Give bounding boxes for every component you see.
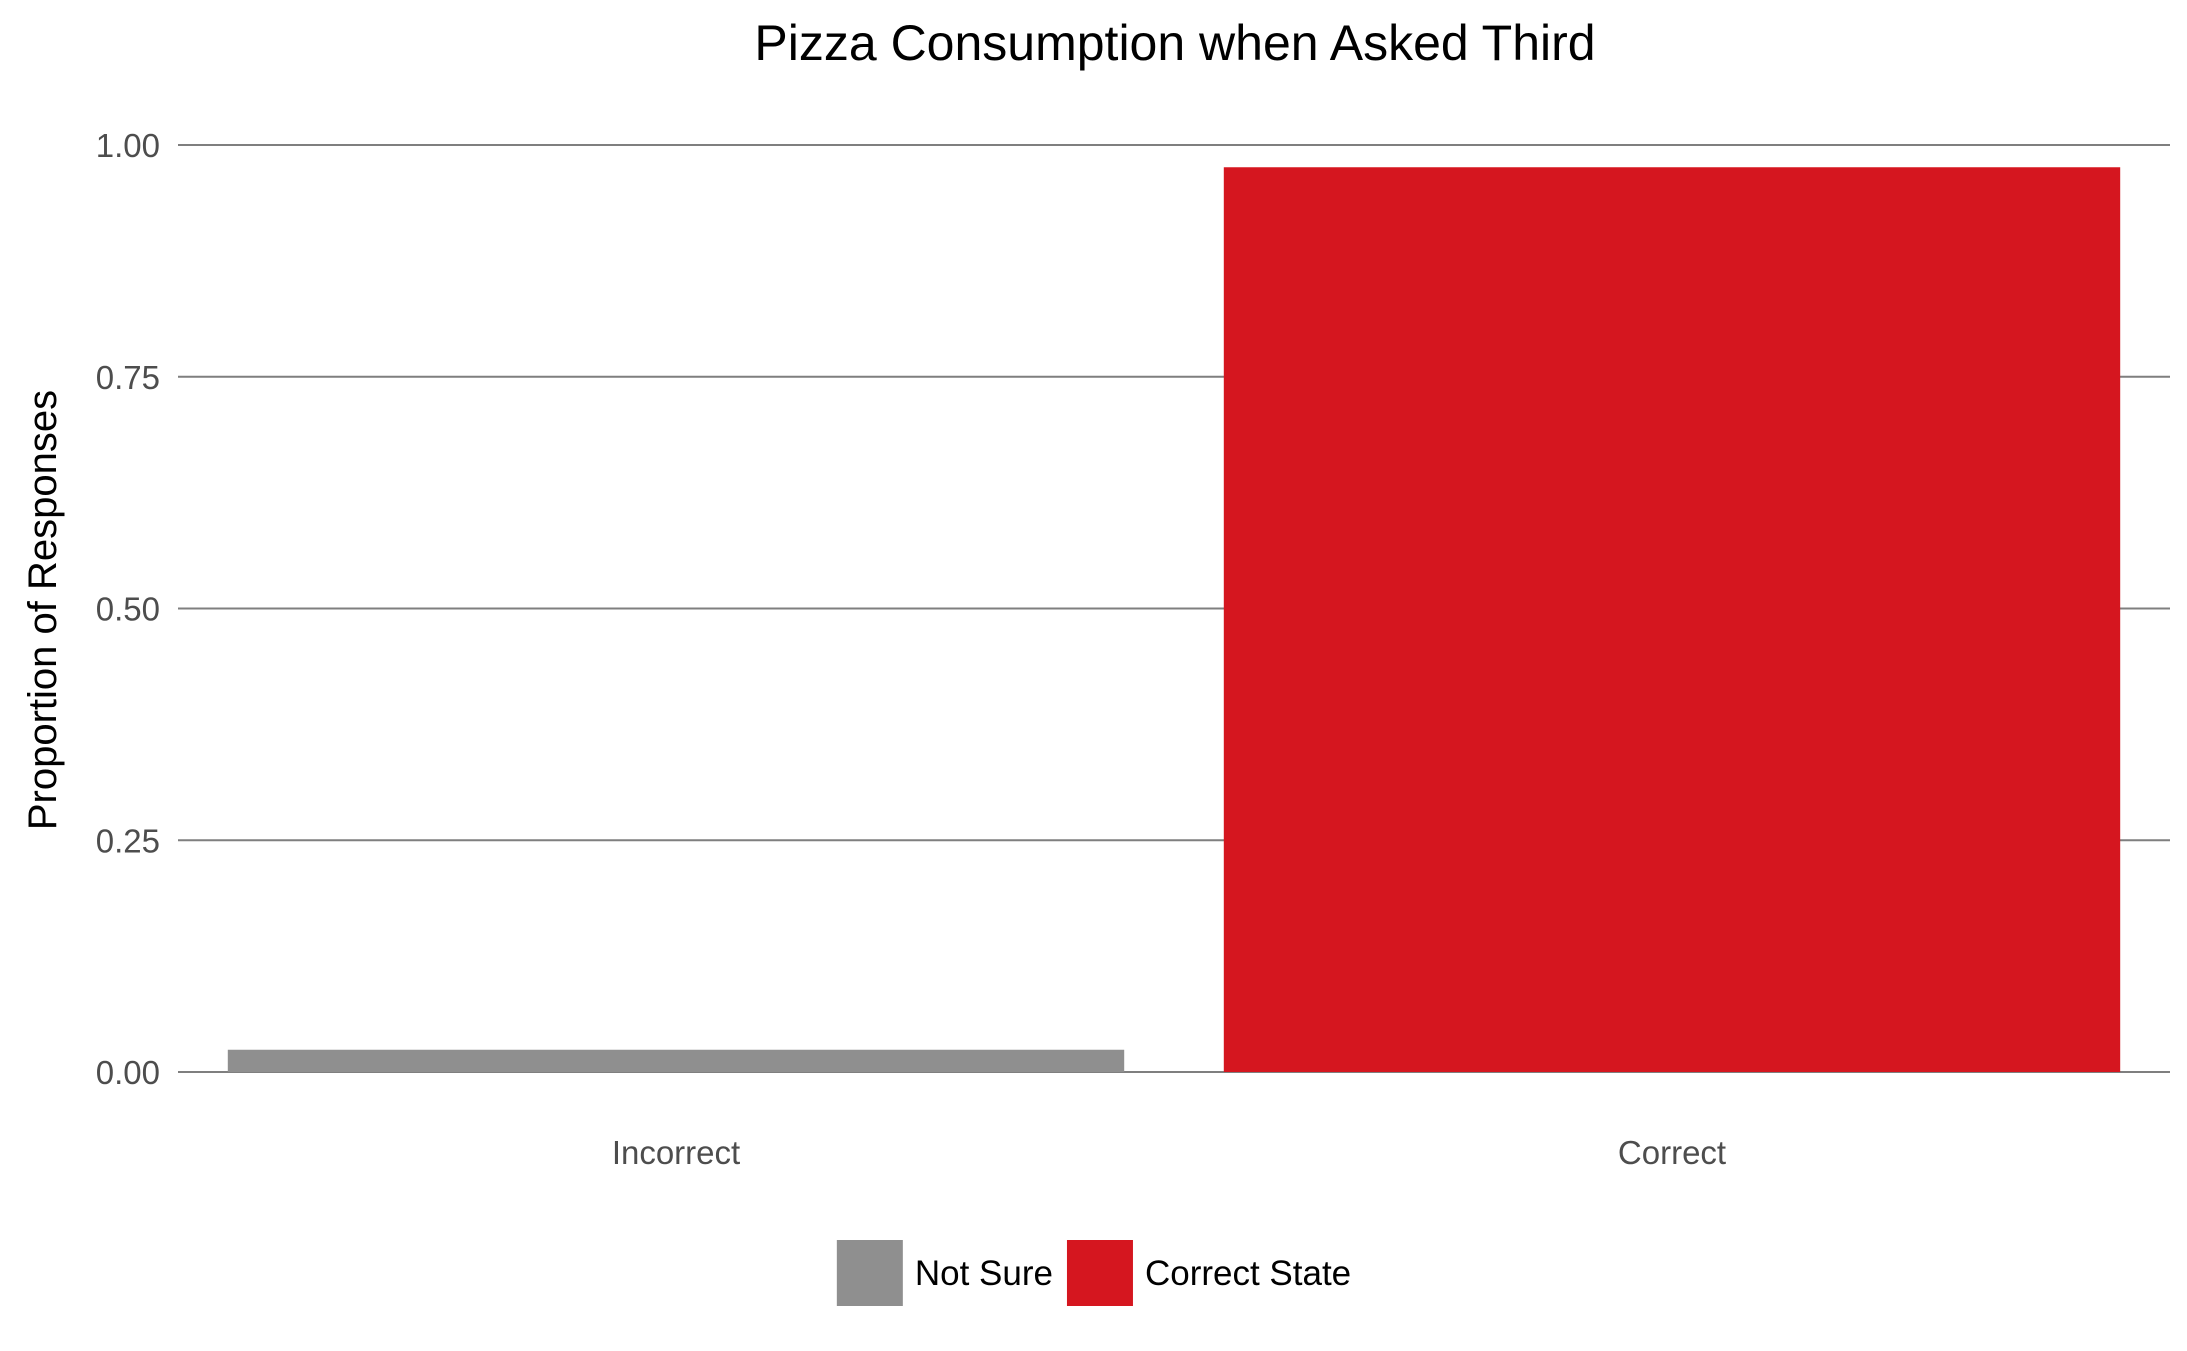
x-axis-ticks: Incorrect Correct [612,1134,1726,1171]
bar-incorrect [227,1049,1125,1072]
y-tick-label: 0.25 [96,822,160,859]
y-tick-label: 0.75 [96,359,160,396]
legend-swatch [1066,1240,1133,1306]
y-tick-label: 0.50 [96,591,160,628]
y-tick-label: 1.00 [96,127,160,164]
legend-label: Not Sure [915,1254,1053,1293]
legend-label: Correct State [1145,1254,1351,1293]
chart-title: Pizza Consumption when Asked Third [754,15,1595,71]
x-tick-label: Incorrect [612,1134,740,1171]
legend: Not Sure Correct State [836,1240,1351,1306]
legend-swatch [836,1240,903,1306]
x-tick-label: Correct [1618,1134,1726,1171]
y-axis-label: Proportion of Responses [21,390,65,830]
bars [227,167,2121,1073]
y-axis-ticks: 0.00 0.25 0.50 0.75 1.00 [96,127,160,1091]
bar-correct [1223,167,2121,1073]
y-tick-label: 0.00 [96,1054,160,1091]
